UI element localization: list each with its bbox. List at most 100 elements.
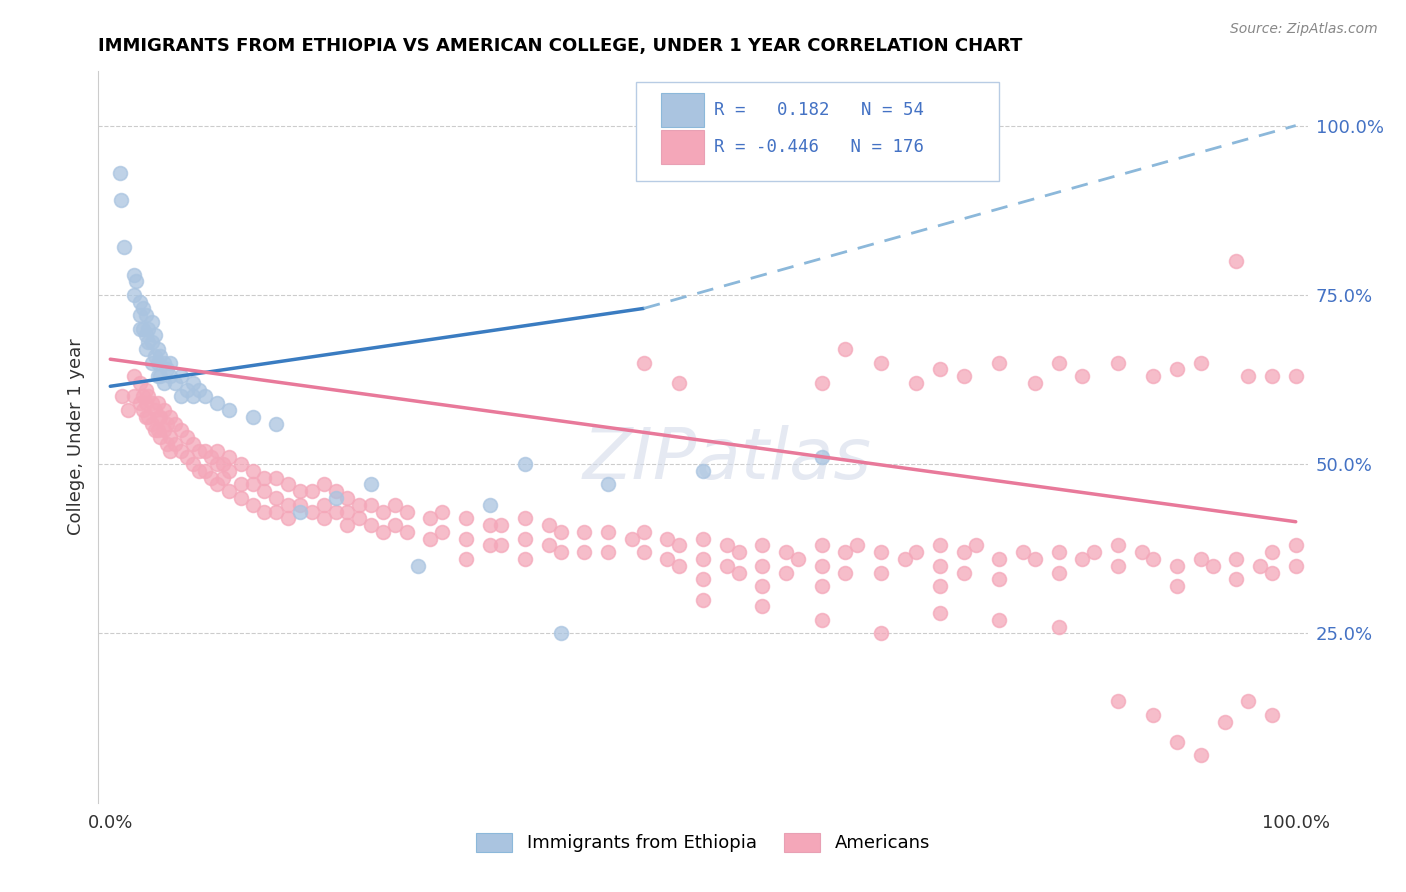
Point	[1107, 355, 1129, 369]
Point	[657, 532, 679, 546]
Point	[312, 477, 335, 491]
Point	[159, 409, 181, 424]
Point	[775, 566, 797, 580]
Point	[136, 389, 159, 403]
FancyBboxPatch shape	[661, 94, 704, 127]
Point	[1012, 545, 1035, 559]
Point	[242, 477, 264, 491]
Point	[1213, 714, 1236, 729]
Text: ZIPatlas: ZIPatlas	[582, 425, 872, 493]
Point	[692, 532, 714, 546]
Point	[176, 383, 198, 397]
Point	[242, 498, 264, 512]
Point	[149, 409, 172, 424]
Point	[1130, 545, 1153, 559]
Point	[1166, 362, 1188, 376]
Point	[432, 505, 454, 519]
Point	[515, 511, 537, 525]
Point	[751, 558, 773, 573]
Point	[149, 430, 172, 444]
Point	[810, 558, 832, 573]
Point	[598, 524, 620, 539]
Point	[253, 505, 276, 519]
Point	[122, 369, 145, 384]
Point	[1261, 545, 1284, 559]
Point	[668, 376, 690, 390]
Point	[408, 558, 430, 573]
Point	[1047, 620, 1070, 634]
Point	[1047, 566, 1070, 580]
Point	[152, 403, 174, 417]
Point	[786, 552, 808, 566]
Point	[146, 409, 169, 424]
Point	[929, 538, 952, 552]
Point	[905, 376, 928, 390]
Point	[159, 430, 181, 444]
Point	[1261, 707, 1284, 722]
Point	[515, 457, 537, 471]
Point	[229, 457, 252, 471]
Point	[277, 498, 299, 512]
Point	[149, 349, 172, 363]
Point	[668, 558, 690, 573]
Point	[325, 484, 347, 499]
Point	[132, 322, 155, 336]
Point	[869, 626, 891, 640]
Point	[810, 613, 832, 627]
Point	[159, 355, 181, 369]
Text: IMMIGRANTS FROM ETHIOPIA VS AMERICAN COLLEGE, UNDER 1 YEAR CORRELATION CHART: IMMIGRANTS FROM ETHIOPIA VS AMERICAN COL…	[98, 37, 1022, 54]
Point	[194, 443, 217, 458]
Point	[360, 498, 382, 512]
Text: R = -0.446   N = 176: R = -0.446 N = 176	[714, 137, 924, 156]
Point	[170, 443, 193, 458]
Point	[1107, 694, 1129, 708]
Point	[620, 532, 643, 546]
Point	[277, 477, 299, 491]
Point	[1071, 552, 1094, 566]
Point	[598, 545, 620, 559]
Point	[146, 396, 169, 410]
Point	[288, 484, 311, 499]
Point	[141, 335, 163, 350]
Point	[242, 464, 264, 478]
Point	[347, 498, 370, 512]
Point	[550, 524, 572, 539]
Point	[312, 511, 335, 525]
Point	[336, 491, 359, 505]
Point	[454, 511, 477, 525]
Point	[136, 409, 159, 424]
FancyBboxPatch shape	[637, 82, 1000, 181]
Point	[810, 579, 832, 593]
Point	[929, 362, 952, 376]
Legend: Immigrants from Ethiopia, Americans: Immigrants from Ethiopia, Americans	[470, 826, 936, 860]
Point	[515, 532, 537, 546]
Point	[165, 376, 187, 390]
Point	[727, 566, 749, 580]
Point	[205, 457, 228, 471]
Point	[156, 437, 179, 451]
Point	[188, 464, 211, 478]
Point	[212, 471, 235, 485]
Point	[136, 335, 159, 350]
Point	[347, 511, 370, 525]
Point	[1166, 558, 1188, 573]
Point	[893, 552, 915, 566]
Point	[143, 423, 166, 437]
Point	[692, 464, 714, 478]
Point	[212, 457, 235, 471]
Point	[633, 355, 655, 369]
Point	[692, 572, 714, 586]
Point	[432, 524, 454, 539]
Point	[135, 396, 157, 410]
Point	[419, 532, 441, 546]
Point	[574, 524, 596, 539]
Point	[633, 524, 655, 539]
Point	[395, 524, 418, 539]
Point	[135, 308, 157, 322]
Point	[1166, 735, 1188, 749]
Point	[122, 268, 145, 282]
Point	[478, 498, 501, 512]
Point	[156, 362, 179, 376]
Point	[301, 484, 323, 499]
Point	[129, 294, 152, 309]
